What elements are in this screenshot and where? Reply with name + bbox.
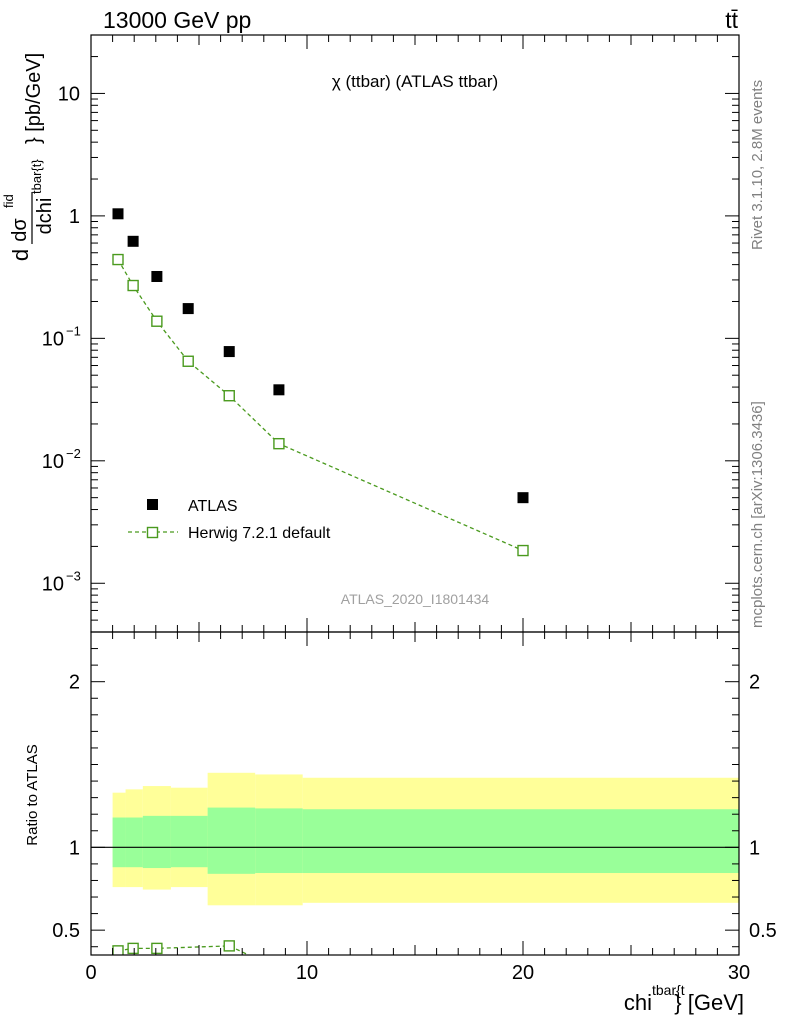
ratio-stat-band [125,817,143,868]
energy-label: 13000 GeV pp [103,7,251,33]
y-tick-label: 10 [58,83,80,105]
ratio-stat-band [142,815,171,869]
y-tick-label: 1 [69,206,80,228]
atlas-point [273,384,285,396]
ratio-stat-band [207,807,256,874]
atlas-point [151,270,163,282]
ylabel-d: d [8,249,33,261]
ratio-panel: 0.5 0.5 1 1 2 2 0 10 20 30 Ratio to ATLAS chi tb… [24,631,777,1015]
ratio-stat-band [112,817,126,868]
herwig-point [151,315,163,327]
analysis-watermark: ATLAS_2020_I1801434 [341,591,490,607]
ratio-y-tick-labels: 0.5 0.5 1 1 2 2 [52,672,777,942]
ratio-y-tick-label-right: 0.5 [749,920,777,942]
chart-title: χ (ttbar) (ATLAS ttbar) [332,72,498,91]
ratio-frame [90,631,740,956]
legend-herwig-marker [146,526,159,539]
ylabel-numerator-sup: fid [1,194,16,208]
herwig-point [517,544,529,557]
ratio-stat-band [302,809,739,874]
herwig-series-points [112,253,529,557]
y-tick-label: 10 [42,328,64,350]
legend-herwig-label: Herwig 7.2.1 default [188,525,331,542]
ratio-y-tick-label-right: 2 [749,672,760,694]
x-axis-label: chi tbar{t } [GeV] [624,982,744,1015]
herwig-point [182,355,194,367]
legend-atlas-label: ATLAS [188,498,238,515]
atlas-point [127,235,139,247]
ratio-herwig-point [127,942,139,955]
herwig-series-line [117,259,524,552]
atlas-point [112,208,124,220]
main-axis-ticks [90,34,740,633]
ratio-axis-ticks [90,632,740,955]
ylabel-denominator: dchi [34,198,56,235]
atlas-point [517,492,529,504]
ratio-uncertainty-bands [112,772,739,906]
ratio-y-tick-label-right: 1 [749,837,760,859]
x-tick-label: 10 [296,962,318,984]
xlabel-unit: } [GeV] [674,990,744,1015]
y-tick-exponent: −1 [66,323,81,338]
main-y-axis-label: d dσ fid dchi tbar{t} } [pb/GeV] [1,53,56,261]
ratio-y-tick-label-left: 0.5 [52,920,80,942]
ratio-y-tick-label-left: 2 [69,672,80,694]
rivet-version-label: Rivet 3.1.10, 2.8M events [749,80,766,250]
x-tick-label: 20 [512,962,534,984]
y-tick-exponent: −3 [66,568,81,583]
atlas-series-points [112,208,529,504]
herwig-point [127,279,139,292]
ratio-y-tick-label-left: 1 [69,837,80,859]
ratio-herwig-series [112,940,249,955]
herwig-point [112,253,124,266]
x-tick-label: 30 [728,962,750,984]
ylabel-denominator-sup: tbar{t} [29,159,44,194]
xlabel-sup: tbar{t [652,982,685,998]
y-tick-exponent: −2 [66,446,81,461]
y-tick-label: 10 [42,573,64,595]
x-tick-label: 0 [85,962,96,984]
ratio-herwig-point [151,942,163,955]
legend: ATLAS Herwig 7.2.1 default [128,498,331,542]
ylabel-numerator: dσ [9,218,31,242]
ratio-stat-band [170,815,208,868]
atlas-point [223,346,235,358]
ratio-y-axis-label: Ratio to ATLAS [24,744,41,845]
ylabel-unit: } [pb/GeV] [23,53,45,144]
legend-atlas-marker [147,499,158,510]
mcplots-label: mcplots.cern.ch [arXiv:1306.3436] [749,401,766,628]
x-tick-labels: 0 10 20 30 [85,962,750,984]
herwig-point [223,390,235,402]
herwig-point [273,437,285,450]
y-tick-label: 10 [42,451,64,473]
main-frame [90,34,740,633]
ratio-herwig-point [223,940,235,952]
ratio-herwig-point [112,945,124,955]
xlabel-main: chi [624,990,652,1015]
atlas-point [182,303,194,315]
process-label: tt̄ [725,7,738,33]
ratio-stat-band [255,808,303,874]
